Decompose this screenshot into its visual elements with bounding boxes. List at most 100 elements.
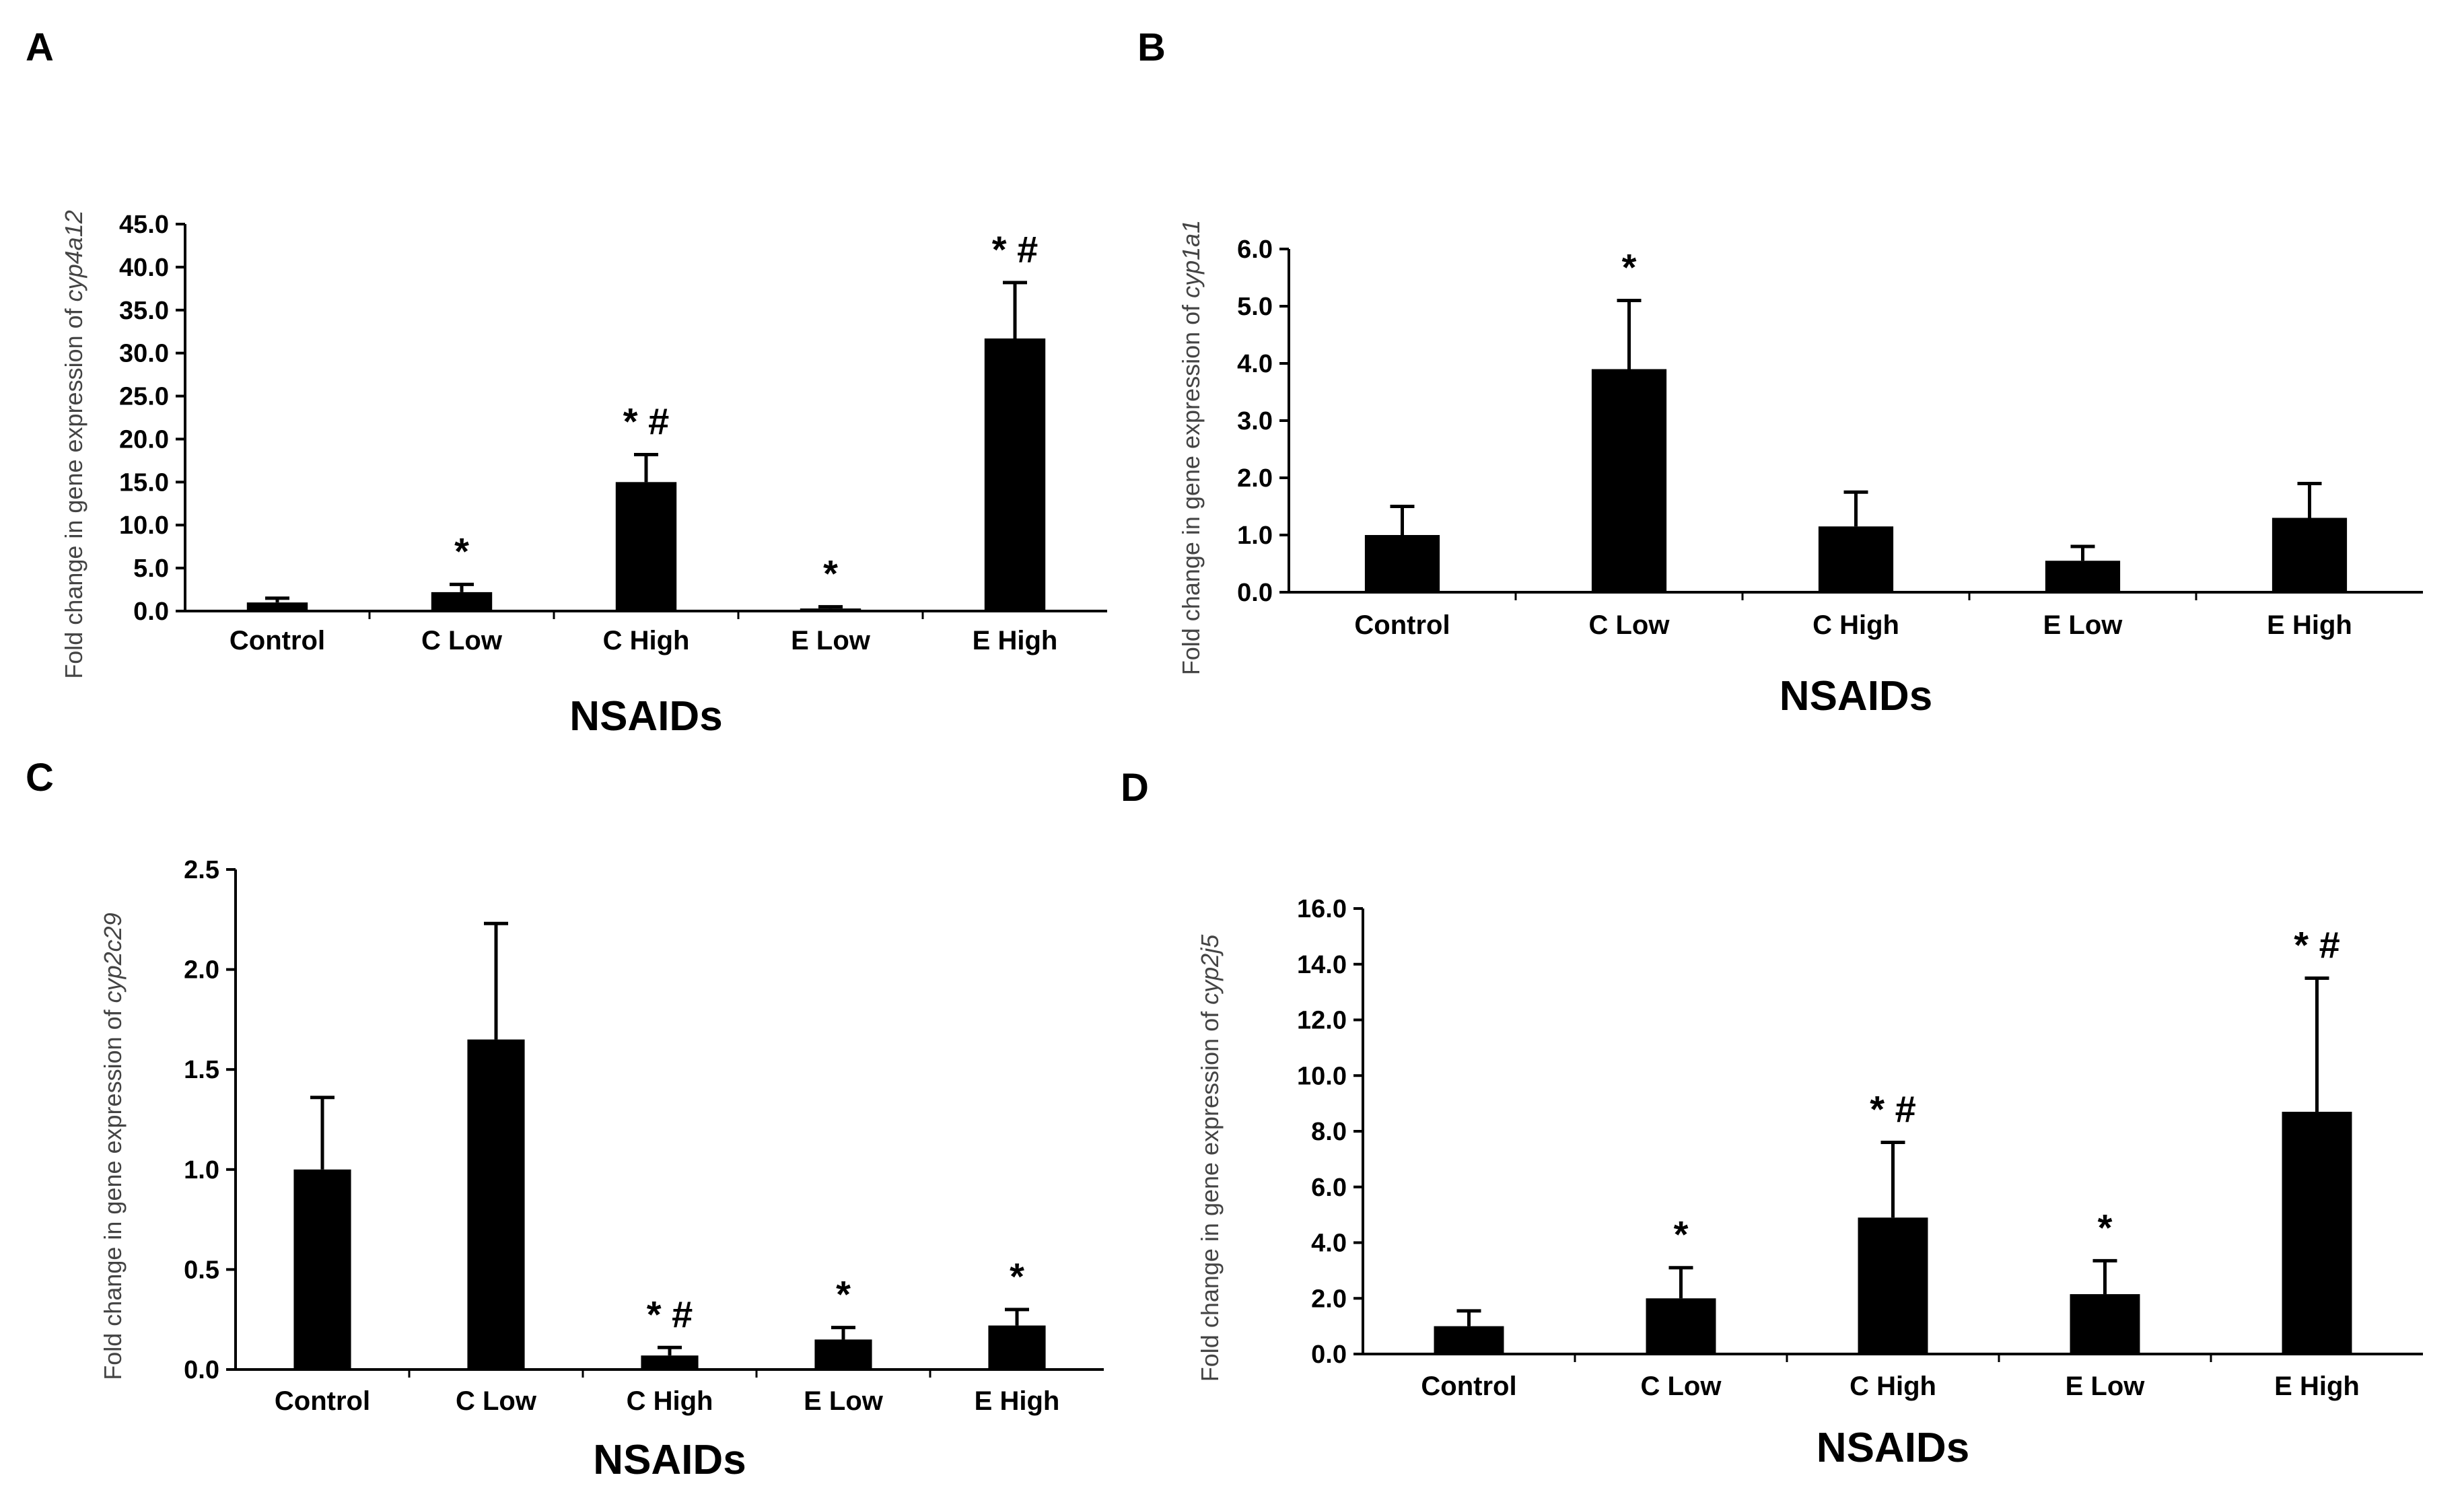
bar	[1646, 1298, 1716, 1354]
significance-marker: *	[836, 1273, 851, 1316]
panel-letter: D	[1121, 766, 1149, 810]
chart-panel-b: B 0.0 1.0 2.0 3.0 4.0 5.0 6.0 Control C Low * C Hig…	[1137, 26, 2423, 719]
x-tick-label: E Low	[2066, 1372, 2146, 1401]
significance-marker: * #	[992, 228, 1039, 271]
x-tick-label: E High	[2267, 610, 2352, 640]
y-tick-label: 25.0	[119, 383, 169, 411]
x-tick-label: C High	[603, 626, 690, 655]
y-tick-label: 15.0	[119, 468, 169, 497]
y-axis-title-gene: cyp1a1	[1177, 220, 1205, 298]
y-tick-label: 4.0	[1311, 1230, 1347, 1258]
y-axis-title: Fold change in gene expression of cyp2j5	[1196, 934, 1224, 1382]
bar	[467, 1039, 525, 1370]
bar	[1858, 1217, 1928, 1354]
y-axis-title-text: Fold change in gene expression of	[99, 1003, 127, 1380]
x-tick-label: E High	[975, 1386, 1060, 1416]
x-tick-label: C Low	[1641, 1372, 1722, 1401]
y-tick-label: 2.0	[184, 956, 219, 985]
chart-panel-d: D 0.0 2.0 4.0 6.0 8.0 10.0 12.0 14.0 16.0 Control C…	[1121, 766, 2423, 1471]
significance-marker: * #	[623, 400, 670, 442]
y-tick-label: 30.0	[119, 340, 169, 368]
y-axis-title-gene: cyp4a12	[60, 210, 87, 301]
x-tick-label: Control	[275, 1386, 370, 1416]
bar	[984, 338, 1046, 611]
chart-panel-c: C 0.0 0.5 1.0 1.5 2.0 2.5 Control C Low C High * #…	[26, 756, 1104, 1483]
x-tick-label: C Low	[1589, 610, 1670, 640]
x-axis-title: NSAIDs	[569, 693, 722, 740]
significance-marker: * #	[647, 1293, 693, 1335]
y-tick-label: 0.0	[184, 1356, 219, 1384]
panel-letter: A	[26, 26, 54, 69]
y-axis-title-gene: cyp2c29	[99, 913, 127, 1003]
y-axis-title-text: Fold change in gene expression of	[1177, 298, 1205, 675]
y-tick-label: 10.0	[119, 511, 169, 540]
chart-panel-a: A 0.0 5.0 10.0 15.0 20.0 25.0 30.0 35.0 40.0 45.0 C…	[26, 26, 1107, 740]
bar	[1364, 535, 1440, 592]
x-tick-label: E Low	[791, 626, 871, 655]
significance-marker: *	[1010, 1255, 1024, 1297]
significance-marker: *	[454, 530, 469, 572]
x-tick-label: Control	[1421, 1372, 1516, 1401]
bar	[800, 608, 861, 611]
y-tick-label: 2.0	[1237, 464, 1273, 493]
significance-marker: * #	[2294, 923, 2340, 966]
bar	[431, 592, 493, 611]
y-tick-label: 6.0	[1311, 1174, 1347, 1202]
y-tick-label: 35.0	[119, 297, 169, 325]
y-tick-label: 1.0	[1237, 522, 1273, 550]
x-tick-label: C Low	[456, 1386, 537, 1416]
panel-letter: B	[1137, 26, 1166, 69]
x-tick-label: E Low	[804, 1386, 884, 1416]
bar	[1591, 369, 1667, 592]
bar	[641, 1355, 699, 1370]
y-tick-label: 1.5	[184, 1056, 219, 1084]
bar	[615, 482, 677, 611]
panel-letter: C	[26, 756, 54, 799]
bar	[246, 602, 308, 611]
bar	[814, 1339, 872, 1370]
y-axis-title: Fold change in gene expression of cyp2c2…	[99, 913, 127, 1380]
y-tick-label: 5.0	[133, 555, 169, 583]
y-tick-label: 1.0	[184, 1156, 219, 1184]
x-tick-label: E High	[973, 626, 1058, 655]
x-axis-title: NSAIDs	[593, 1437, 746, 1483]
y-tick-label: 0.5	[184, 1256, 219, 1284]
y-tick-label: 45.0	[119, 211, 169, 239]
bar	[1434, 1326, 1504, 1354]
x-tick-label: C Low	[421, 626, 503, 655]
y-tick-label: 2.0	[1311, 1285, 1347, 1313]
y-tick-label: 6.0	[1237, 236, 1273, 264]
y-axis-title-text: Fold change in gene expression of	[1196, 1005, 1224, 1382]
y-tick-label: 0.0	[1311, 1341, 1347, 1369]
x-tick-label: Control	[230, 626, 325, 655]
y-axis-title: Fold change in gene expression of cyp1a1	[1177, 220, 1205, 675]
y-tick-label: 20.0	[119, 425, 169, 454]
bar	[2282, 1112, 2352, 1354]
x-tick-label: E Low	[2043, 610, 2123, 640]
bar	[293, 1169, 351, 1370]
x-tick-label: C High	[1812, 610, 1899, 640]
y-tick-label: 8.0	[1311, 1118, 1347, 1146]
x-axis-title: NSAIDs	[1780, 673, 1932, 719]
y-tick-label: 40.0	[119, 254, 169, 282]
y-tick-label: 5.0	[1237, 293, 1273, 321]
y-tick-label: 2.5	[184, 856, 219, 884]
x-tick-label: E High	[2274, 1372, 2360, 1401]
significance-marker: *	[823, 553, 838, 595]
bar	[2070, 1294, 2140, 1354]
bar	[2045, 561, 2121, 592]
significance-marker: *	[1674, 1213, 1689, 1256]
bar	[988, 1325, 1046, 1370]
x-tick-label: C High	[627, 1386, 713, 1416]
y-tick-label: 14.0	[1297, 951, 1347, 979]
y-axis-title: Fold change in gene expression of cyp4a1…	[60, 210, 87, 678]
significance-marker: *	[2098, 1206, 2113, 1248]
y-axis-title-text: Fold change in gene expression of	[60, 301, 87, 678]
y-tick-label: 16.0	[1297, 895, 1347, 923]
x-axis-title: NSAIDs	[1817, 1425, 1969, 1471]
y-tick-label: 10.0	[1297, 1062, 1347, 1090]
y-axis-title-gene: cyp2j5	[1196, 934, 1224, 1005]
y-tick-label: 3.0	[1237, 407, 1273, 435]
y-tick-label: 0.0	[1237, 579, 1273, 607]
